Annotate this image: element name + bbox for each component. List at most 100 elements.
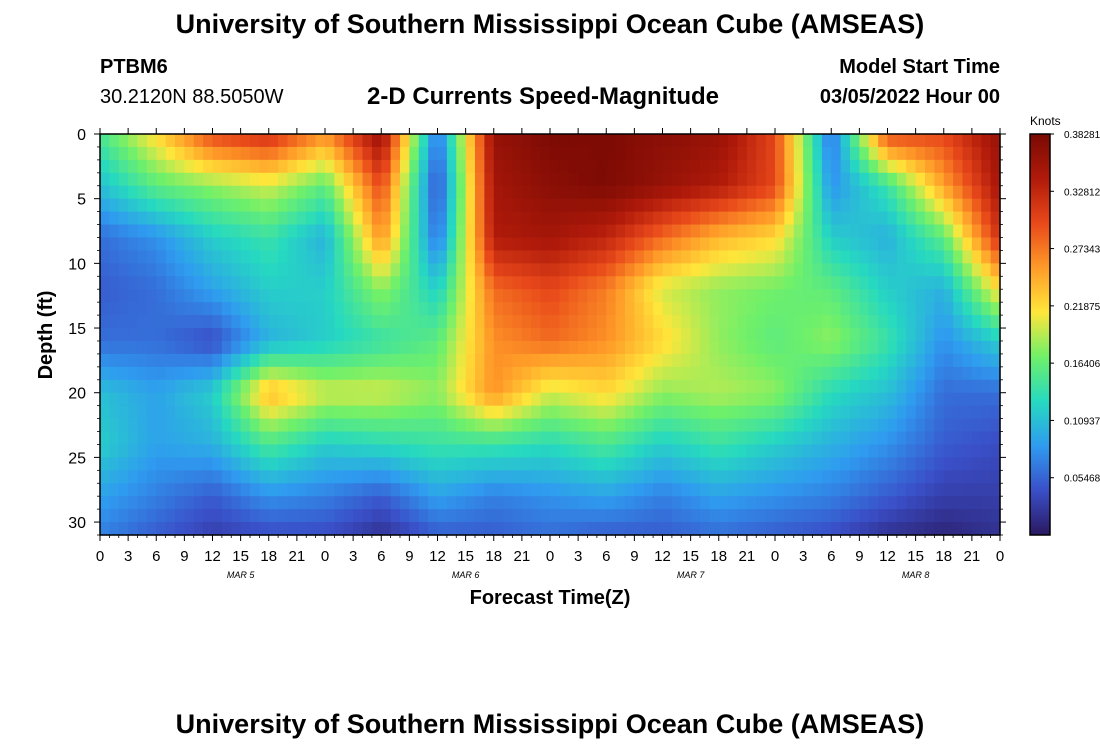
heatmap-cell (625, 224, 635, 239)
heatmap-cell (475, 496, 485, 510)
heatmap-cell (887, 198, 898, 213)
heatmap-cell (325, 276, 335, 290)
heatmap-cell (465, 405, 476, 420)
heatmap-cell (831, 522, 842, 536)
heatmap-cell (240, 496, 251, 510)
heatmap-cell (681, 392, 692, 407)
heatmap-cell (100, 302, 110, 316)
heatmap-cell (409, 159, 420, 174)
heatmap-cell (615, 185, 626, 200)
heatmap-cell (287, 328, 298, 342)
heatmap-cell (990, 276, 1001, 290)
heatmap-cell (765, 496, 776, 510)
heatmap-cell (653, 328, 664, 342)
heatmap-cell (709, 315, 720, 329)
heatmap-cell (493, 483, 504, 497)
heatmap-cell (100, 366, 110, 381)
heatmap-cell (503, 211, 514, 226)
heatmap-cell (803, 431, 814, 446)
heatmap-cell (728, 159, 739, 174)
heatmap-cell (250, 250, 260, 264)
heatmap-cell (887, 134, 898, 148)
heatmap-cell (465, 302, 476, 316)
heatmap-cell (671, 302, 682, 316)
heatmap-cell (803, 250, 814, 264)
heatmap-cell (278, 509, 289, 523)
heatmap-cell (446, 224, 457, 239)
heatmap-cell (315, 457, 326, 471)
heatmap-cell (606, 418, 617, 433)
heatmap-cell (671, 522, 682, 536)
heatmap-cell (887, 366, 898, 381)
heatmap-cell (868, 405, 879, 420)
heatmap-cell (887, 470, 898, 484)
heatmap-cell (212, 263, 223, 277)
heatmap-cell (100, 340, 110, 355)
heatmap-cell (259, 185, 270, 200)
heatmap-cell (540, 289, 551, 303)
heatmap-cell (531, 405, 542, 420)
heatmap-cell (146, 185, 157, 200)
heatmap-cell (315, 444, 326, 458)
heatmap-cell (428, 392, 439, 407)
heatmap-cell (203, 457, 214, 471)
heatmap-cell (775, 276, 785, 290)
heatmap-cell (428, 418, 439, 433)
heatmap-cell (156, 457, 167, 471)
heatmap-cell (615, 289, 626, 303)
heatmap-cell (906, 198, 917, 213)
heatmap-cell (325, 483, 335, 497)
heatmap-cell (334, 509, 345, 523)
heatmap-cell (784, 263, 795, 277)
heatmap-cell (118, 522, 129, 536)
heatmap-cell (681, 353, 692, 368)
heatmap-cell (746, 237, 757, 252)
x-tick-label: 6 (827, 548, 835, 565)
heatmap-cell (915, 263, 926, 277)
heatmap-cell (503, 444, 514, 458)
heatmap-cell (212, 224, 223, 239)
heatmap-cell (643, 263, 654, 277)
heatmap-cell (203, 509, 214, 523)
heatmap-cell (484, 418, 495, 433)
heatmap-cell (493, 340, 504, 355)
heatmap-cell (625, 237, 635, 252)
heatmap-cell (681, 250, 692, 264)
heatmap-cell (709, 353, 720, 368)
heatmap-cell (878, 224, 889, 239)
heatmap-cell (981, 353, 992, 368)
heatmap-cell (493, 405, 504, 420)
heatmap-cell (362, 340, 373, 355)
heatmap-cell (737, 289, 748, 303)
heatmap-cell (550, 470, 560, 484)
heatmap-cell (240, 379, 251, 394)
heatmap-cell (240, 328, 251, 342)
heatmap-cell (259, 302, 270, 316)
heatmap-cell (728, 431, 739, 446)
x-tick-label: 6 (377, 548, 385, 565)
heatmap-cell (306, 159, 317, 174)
heatmap-cell (568, 211, 579, 226)
heatmap-cell (137, 302, 148, 316)
heatmap-cell (990, 198, 1001, 213)
heatmap-cell (868, 522, 879, 536)
heatmap-cell (559, 237, 570, 252)
heatmap-cell (831, 302, 842, 316)
heatmap-cell (878, 315, 889, 329)
heatmap-cell (784, 276, 795, 290)
heatmap-cell (212, 211, 223, 226)
heatmap-cell (990, 263, 1001, 277)
heatmap-cell (578, 159, 589, 174)
heatmap-cell (456, 134, 467, 148)
heatmap-cell (512, 315, 523, 329)
heatmap-cell (212, 366, 223, 381)
heatmap-cell (521, 237, 532, 252)
heatmap-cell (831, 470, 842, 484)
heatmap-cell (240, 483, 251, 497)
heatmap-cell (203, 405, 214, 420)
heatmap-cell (765, 289, 776, 303)
heatmap-cell (859, 496, 870, 510)
heatmap-cell (465, 483, 476, 497)
heatmap-cell (381, 237, 392, 252)
heatmap-cell (353, 483, 364, 497)
